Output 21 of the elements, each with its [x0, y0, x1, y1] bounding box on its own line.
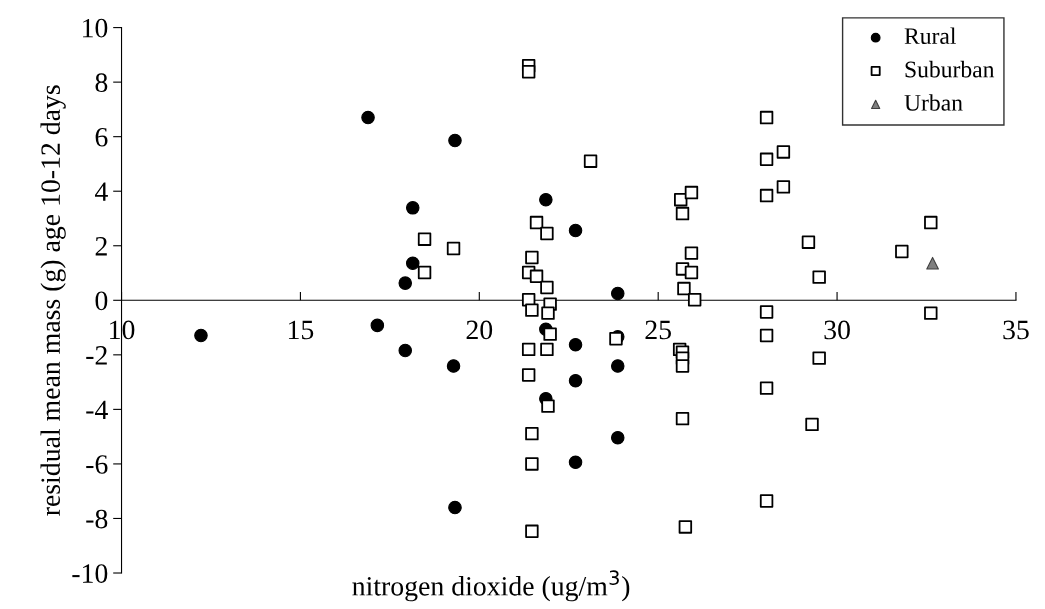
y-tick-label: -2	[86, 346, 107, 365]
y-tick-label: 0	[95, 291, 108, 311]
x-tick-label: 20	[466, 320, 493, 340]
legend-label: Suburban	[905, 60, 995, 78]
y-tick-label: -4	[86, 400, 108, 420]
y-tick-label: 6	[95, 127, 108, 147]
y-tick-label: 4	[94, 182, 108, 201]
y-tick-label: -10	[72, 564, 108, 583]
y-tick-label: 2	[95, 237, 107, 256]
x-tick-label: 15	[288, 320, 314, 340]
y-tick-label: 10	[83, 18, 108, 38]
y-tick-label: -8	[86, 509, 108, 529]
x-axis-title: nitrogen dioxide (ug/m$^{3}$)	[352, 570, 630, 602]
x-tick-label: 30	[824, 320, 850, 340]
y-tick-label: 8	[95, 73, 108, 93]
legend-label: Urban	[904, 94, 963, 111]
y-axis-title: residual mean mass (g) age 10-12 days	[40, 85, 66, 516]
x-tick-label: 35	[1003, 320, 1029, 340]
legend-label: Rural	[904, 27, 956, 45]
x-tick-label: 25	[645, 320, 671, 340]
y-tick-label: -6	[86, 455, 108, 474]
